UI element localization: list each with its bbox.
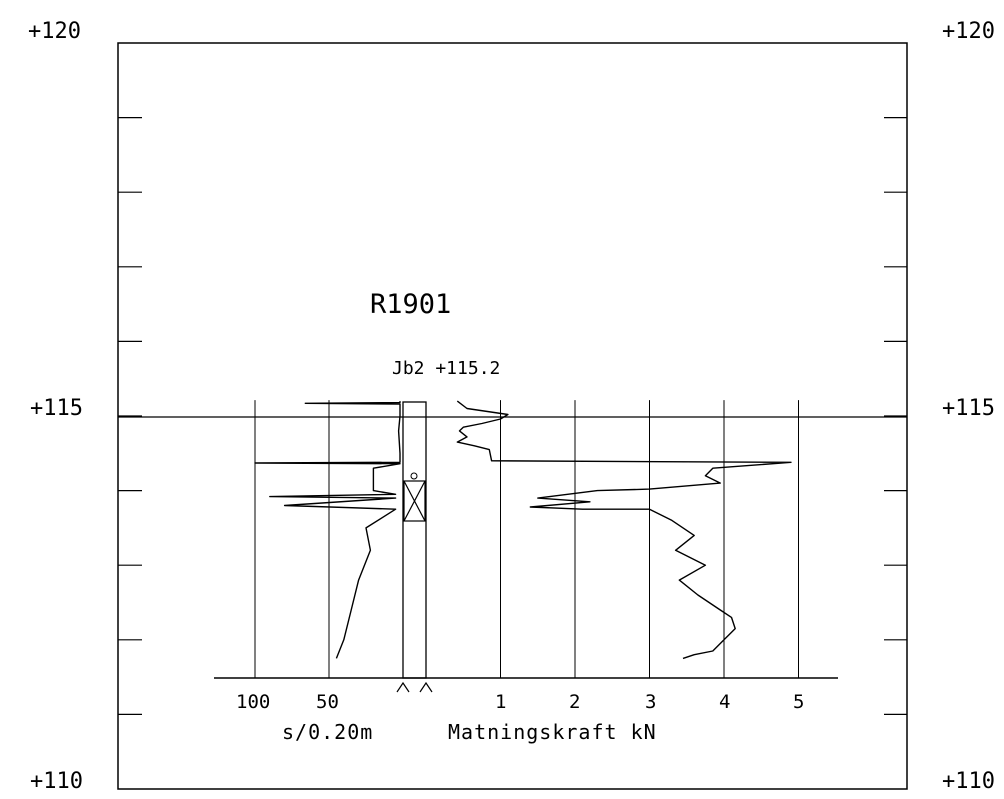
force-tick-4: 4: [719, 691, 730, 713]
probe-label: Jb2 +115.2: [392, 358, 500, 379]
sample-cross-b: [403, 480, 426, 522]
probe-title: R1901: [370, 289, 451, 320]
frame: [117, 42, 908, 790]
force-grid: [254, 400, 799, 678]
force-tick-3: 3: [645, 691, 656, 713]
sample-box: [403, 480, 426, 522]
rod-column: [402, 401, 427, 679]
force-tick-1: 1: [495, 691, 506, 713]
blow-axis-label: s/0.20m: [282, 720, 373, 744]
force-axis-label: Matningskraft kN: [448, 720, 657, 744]
level-ticks: [118, 116, 907, 716]
level-label-110-right: +110: [942, 769, 995, 794]
level-label-120-right: +120: [942, 19, 995, 44]
blow-tick-100: 100: [236, 691, 270, 713]
force-tick-5: 5: [793, 691, 804, 713]
blow-tick-50: 50: [316, 691, 339, 713]
series-layer: [254, 400, 792, 660]
level-label-115-left: +115: [30, 396, 83, 421]
sample-marker: [410, 472, 418, 480]
force-curve: [456, 400, 792, 660]
force-tick-2: 2: [569, 691, 580, 713]
rod-tip-left: [396, 681, 410, 693]
rod-tip-right: [419, 681, 433, 693]
level-label-120-left: +120: [28, 19, 81, 44]
level-label-115-right: +115: [942, 396, 995, 421]
level-label-110-left: +110: [30, 769, 83, 794]
blow-count-curve: [254, 401, 401, 659]
